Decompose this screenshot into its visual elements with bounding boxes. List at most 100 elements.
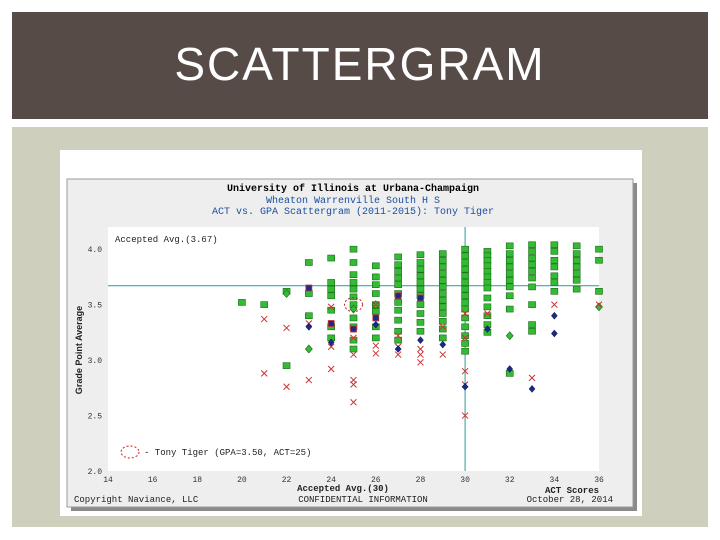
- accepted-point: [528, 327, 536, 335]
- accepted-point: [505, 242, 514, 250]
- denied-point: [372, 301, 380, 308]
- accepted-point: [438, 317, 447, 325]
- denied-point: [461, 412, 469, 419]
- accepted-point: [394, 299, 402, 306]
- accepted-point: [349, 245, 358, 253]
- accepted-point: [349, 293, 358, 301]
- x-tick-label: 32: [505, 476, 515, 485]
- denied-point: [439, 323, 447, 331]
- accepted-point: [394, 281, 402, 288]
- denied-point: [260, 315, 268, 323]
- scattergram-chart: University of Illinois at Urbana-Champai…: [66, 178, 637, 511]
- accepted-point: [461, 279, 469, 286]
- accepted-point: [327, 292, 335, 300]
- waitlist-point: [394, 345, 402, 353]
- accepted-point: [416, 319, 425, 326]
- waitlist-point: [528, 385, 536, 393]
- accepted-point: [461, 299, 469, 306]
- y-tick-label: 2.0: [88, 468, 103, 477]
- accepted-point: [438, 270, 447, 277]
- accepted-point: [461, 292, 469, 300]
- data-points: [238, 241, 603, 419]
- accepted-point: [505, 292, 514, 300]
- denied-point: [439, 351, 447, 358]
- denied-point: [417, 358, 424, 366]
- accepted-point: [438, 283, 447, 291]
- accepted-diamond-point: [304, 344, 313, 354]
- x-axis-label: Accepted Avg.(30): [297, 484, 389, 494]
- accepted-point: [528, 254, 536, 262]
- accepted-point: [438, 334, 447, 342]
- x-tick-label: 26: [371, 476, 381, 485]
- denied-point: [595, 301, 603, 308]
- waitlist-square-point: [305, 284, 313, 292]
- accepted-point: [438, 296, 447, 304]
- accepted-point: [550, 263, 559, 271]
- accepted-point: [416, 279, 425, 286]
- accepted-point: [394, 261, 402, 269]
- accepted-point: [349, 271, 358, 278]
- accepted-point: [483, 279, 492, 286]
- x-tick-label: 18: [192, 476, 202, 485]
- accepted-point: [349, 345, 358, 353]
- title-bar: SCATTERGRAM: [12, 12, 708, 119]
- accepted-point: [528, 241, 536, 249]
- accepted-point: [327, 254, 335, 262]
- accepted-point: [394, 316, 402, 324]
- x-tick-label: 30: [460, 476, 470, 485]
- accepted-point: [528, 268, 536, 275]
- accepted-point: [394, 327, 402, 335]
- accepted-diamond-point: [349, 304, 358, 314]
- chart-subtitle-2: ACT vs. GPA Scattergram (2011-2015): Ton…: [212, 206, 494, 218]
- denied-point: [327, 303, 335, 311]
- denied-point: [417, 345, 424, 353]
- accepted-point: [461, 252, 469, 260]
- denied-point: [350, 381, 357, 388]
- x-tick-label: 16: [148, 476, 158, 485]
- accepted-point: [349, 279, 358, 286]
- accepted-point: [438, 303, 447, 311]
- waitlist-point: [372, 320, 380, 329]
- denied-point: [417, 351, 424, 358]
- accepted-point: [550, 272, 559, 280]
- x-tick-label: 34: [550, 476, 560, 485]
- waitlist-point: [305, 322, 313, 331]
- accepted-point: [595, 256, 603, 264]
- accepted-point: [461, 305, 469, 313]
- waitlist-square-point: [327, 320, 335, 327]
- accepted-point: [483, 284, 492, 292]
- accepted-point: [416, 272, 425, 280]
- denied-point: [394, 332, 402, 340]
- accepted-point: [372, 290, 380, 297]
- denied-point: [283, 324, 290, 332]
- accepted-point: [327, 279, 335, 286]
- accepted-point: [305, 290, 313, 297]
- accepted-point: [461, 245, 469, 253]
- accepted-point: [438, 276, 447, 284]
- accepted-point: [505, 276, 514, 284]
- scattergram-image: University of Illinois at Urbana-Champai…: [60, 150, 642, 516]
- waitlist-square-point: [372, 314, 380, 322]
- denied-point: [350, 351, 357, 358]
- x-tick-label: 28: [416, 476, 426, 485]
- x-axis-label-right: ACT Scores: [545, 486, 599, 496]
- student-legend-marker: [120, 445, 140, 459]
- y-tick-label: 3.0: [88, 357, 103, 366]
- accepted-point: [483, 256, 492, 264]
- slide-title: SCATTERGRAM: [174, 38, 546, 90]
- accepted-diamond-point: [595, 302, 603, 312]
- accepted-point: [528, 274, 536, 282]
- accepted-point: [528, 283, 536, 291]
- accepted-point: [282, 362, 291, 369]
- denied-point: [551, 301, 558, 308]
- accepted-point: [416, 310, 425, 317]
- footer-confidential: CONFIDENTIAL INFORMATION: [298, 495, 428, 505]
- accepted-point: [505, 250, 514, 257]
- accepted-point: [572, 270, 581, 277]
- accepted-point: [238, 299, 246, 306]
- waitlist-square-point: [350, 325, 357, 333]
- accepted-point: [438, 256, 447, 264]
- accepted-point: [595, 288, 603, 295]
- accepted-point: [394, 253, 402, 261]
- waitlist-point: [327, 338, 335, 347]
